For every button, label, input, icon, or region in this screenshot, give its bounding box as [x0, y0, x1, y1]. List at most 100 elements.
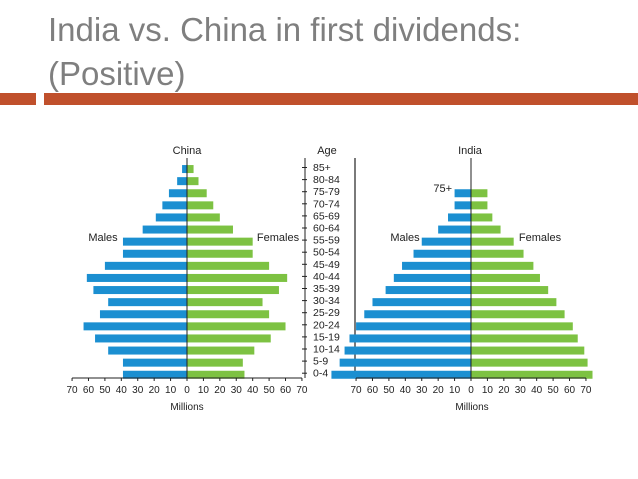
india-x-tick-label: 70	[350, 385, 362, 396]
india-x-tick-label: 50	[548, 385, 560, 396]
china-female-bar	[187, 346, 255, 355]
title-line-1: India vs. China in first dividends:	[48, 11, 522, 48]
india-female-bar	[471, 358, 588, 367]
india-x-tick-label: 40	[531, 385, 543, 396]
india-male-bar	[356, 322, 471, 331]
accent-bar-right	[44, 93, 638, 105]
china-x-tick-label: 70	[296, 385, 308, 396]
china-male-bar	[177, 177, 187, 186]
india-male-bar	[402, 261, 471, 270]
india-female-bar	[471, 261, 534, 270]
china-female-bar	[187, 370, 245, 379]
age-label: 35-39	[313, 283, 340, 295]
india-males-label: Males	[390, 232, 420, 244]
india-female-bar	[471, 370, 593, 379]
india-females-label: Females	[519, 232, 562, 244]
india-x-tick-label: 40	[400, 385, 412, 396]
china-female-bar	[187, 298, 263, 307]
china-x-tick-label: 30	[132, 385, 144, 396]
age-label: 10-14	[313, 344, 340, 356]
china-chart-title: China	[173, 145, 203, 157]
india-male-bar	[413, 249, 471, 258]
india-male-bar	[438, 225, 471, 234]
china-male-bar	[95, 334, 187, 343]
china-male-bar	[168, 189, 187, 198]
india-male-bar	[454, 201, 471, 210]
china-female-bar	[187, 201, 214, 210]
india-x-tick-label: 20	[498, 385, 510, 396]
china-female-bar	[187, 286, 279, 295]
age-label: 45-49	[313, 259, 340, 271]
china-male-bar	[86, 273, 187, 282]
india-female-bar	[471, 201, 488, 210]
india-x-tick-label: 50	[383, 385, 395, 396]
india-male-bar	[372, 298, 471, 307]
age-label: 5-9	[313, 356, 328, 368]
accent-bar-left	[0, 93, 36, 105]
china-male-bar	[142, 225, 187, 234]
india-x-tick-label: 30	[416, 385, 428, 396]
china-male-bar	[104, 261, 187, 270]
india-female-bar	[471, 298, 557, 307]
age-label: 20-24	[313, 319, 340, 331]
china-male-bar	[162, 201, 187, 210]
china-x-tick-label: 20	[149, 385, 161, 396]
age-axis-title: Age	[317, 145, 337, 157]
age-label: 50-54	[313, 247, 340, 259]
slide-title: India vs. China in first dividends: (Pos…	[48, 8, 608, 96]
india-pyramid: 70 60 50 40 30 20 10 0 10 20 30 40 50 60 70	[331, 158, 593, 396]
india-x-tick-label: 70	[580, 385, 592, 396]
india-x-tick-label: 30	[515, 385, 527, 396]
india-female-bar	[471, 237, 514, 246]
age-label: 80-84	[313, 174, 340, 186]
china-x-tick-label: 60	[280, 385, 292, 396]
china-female-bar	[187, 249, 253, 258]
india-female-bar	[471, 286, 549, 295]
title-line-2: (Positive)	[48, 55, 186, 92]
age-label: 70-74	[313, 198, 340, 210]
age-labels: 85+80-8475-7970-7465-6960-6455-5950-5445…	[302, 158, 340, 380]
china-female-bar	[187, 225, 233, 234]
india-female-bar	[471, 189, 488, 198]
china-male-bar	[99, 310, 187, 319]
india-x-tick-label: 10	[482, 385, 494, 396]
india-female-bar	[471, 213, 493, 222]
china-males-label: Males	[88, 232, 118, 244]
india-male-bar	[393, 273, 471, 282]
china-females-label: Females	[257, 232, 300, 244]
india-top-group-label: 75+	[433, 183, 452, 195]
china-x-tick-label: 40	[247, 385, 259, 396]
china-x-tick-label: 60	[83, 385, 95, 396]
india-female-bar	[471, 249, 524, 258]
age-label: 65-69	[313, 210, 340, 222]
india-male-bar	[421, 237, 471, 246]
age-label: 60-64	[313, 223, 340, 235]
china-male-bar	[93, 286, 187, 295]
age-label: 30-34	[313, 295, 340, 307]
india-x-tick-label: 20	[433, 385, 445, 396]
india-male-bar	[331, 370, 471, 379]
china-x-axis-label: Millions	[170, 402, 203, 413]
china-male-bar	[182, 165, 187, 174]
china-female-bar	[187, 237, 253, 246]
china-x-tick-label: 0	[184, 385, 190, 396]
china-x-tick-label: 70	[66, 385, 78, 396]
age-label: 15-19	[313, 331, 340, 343]
india-female-bar	[471, 273, 540, 282]
india-male-bar	[339, 358, 471, 367]
china-pyramid: 70 60 50 40 30 20 10 0 10 20 30 40 50 60 70	[66, 158, 308, 396]
age-label: 55-59	[313, 235, 340, 247]
india-male-bar	[454, 189, 471, 198]
china-male-bar	[155, 213, 187, 222]
india-male-bar	[349, 334, 471, 343]
india-male-bar	[448, 213, 471, 222]
china-x-tick-label: 20	[214, 385, 226, 396]
india-x-tick-label: 0	[468, 385, 474, 396]
china-female-bar	[187, 310, 270, 319]
china-female-bar	[187, 261, 270, 270]
china-male-bar	[108, 346, 187, 355]
china-male-bar	[122, 237, 187, 246]
china-female-bar	[187, 322, 286, 331]
india-male-bar	[364, 310, 471, 319]
